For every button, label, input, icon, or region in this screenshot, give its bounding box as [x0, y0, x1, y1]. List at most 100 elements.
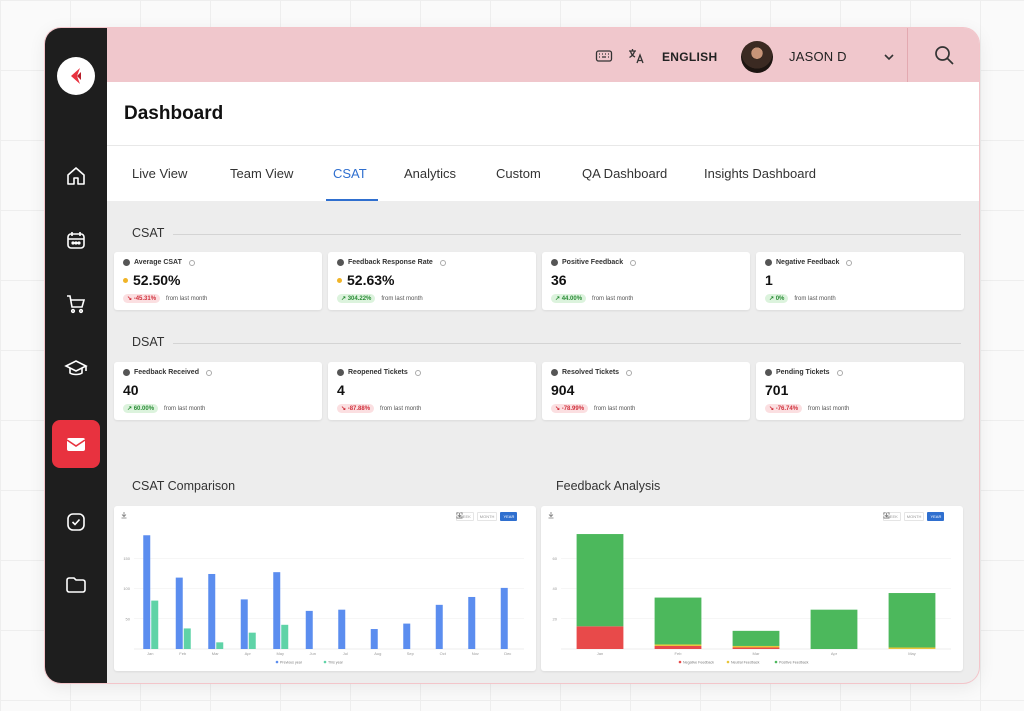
bar[interactable]	[175, 577, 183, 649]
info-icon[interactable]	[846, 259, 853, 266]
bar[interactable]	[654, 644, 702, 646]
tab-team-view[interactable]: Team View	[230, 166, 294, 181]
feedback-analysis-toolbar: WEEK MONTH YEAR	[883, 512, 945, 521]
info-icon[interactable]	[188, 259, 195, 266]
x-tick-label: Apr	[245, 651, 252, 656]
card-footer: from last month	[808, 405, 850, 412]
bar[interactable]	[732, 630, 780, 646]
tab-insights-dashboard[interactable]: Insights Dashboard	[704, 166, 817, 181]
sidebar-item-calendar[interactable]	[52, 216, 100, 264]
chevron-down-icon[interactable]	[882, 50, 896, 64]
sidebar-item-learning[interactable]	[52, 344, 100, 392]
bar[interactable]	[576, 534, 624, 627]
sidebar-item-home[interactable]	[52, 152, 100, 200]
keyboard-icon[interactable]	[595, 47, 613, 65]
legend-label: Previous year	[280, 661, 303, 665]
metric-card-average-csat: Average CSAT 52.50% ↘ -45.31% from last m…	[114, 252, 322, 310]
x-tick-label: Oct	[440, 651, 447, 656]
info-icon[interactable]	[630, 259, 637, 266]
translate-icon[interactable]	[627, 47, 645, 65]
card-label: Pending Tickets	[776, 369, 830, 376]
download-icon[interactable]	[547, 511, 555, 519]
bar[interactable]	[403, 623, 411, 649]
bar[interactable]	[208, 573, 216, 649]
bar[interactable]	[576, 626, 624, 649]
chart-plot: 50 100 150 Jan Feb Mar Apr May Jun Jul Aug Sep Oct No…	[123, 535, 524, 665]
card-value: 701	[765, 382, 789, 398]
user-name[interactable]: JASON D	[789, 49, 847, 64]
bar[interactable]	[305, 610, 313, 649]
csat-comparison-title: CSAT Comparison	[132, 479, 236, 493]
cart-icon	[67, 295, 86, 314]
y-tick-label: 60	[553, 556, 558, 561]
info-icon[interactable]	[626, 369, 633, 376]
bar[interactable]	[248, 632, 256, 649]
tab-live-view[interactable]: Live View	[132, 166, 188, 181]
info-icon[interactable]	[439, 259, 446, 266]
bar[interactable]	[810, 609, 858, 649]
x-tick-label: Jan	[597, 651, 603, 656]
bar[interactable]	[654, 645, 702, 649]
bar[interactable]	[370, 629, 378, 649]
bar[interactable]	[216, 642, 224, 649]
download-icon[interactable]	[120, 511, 128, 519]
info-icon[interactable]	[205, 369, 212, 376]
metric-card-positive-feedback: Positive Feedback 36 ↗ 44.00% from last m…	[542, 252, 750, 310]
tab-analytics[interactable]: Analytics	[404, 166, 457, 181]
page-header: Dashboard	[107, 82, 979, 146]
bar[interactable]	[500, 587, 508, 649]
bar[interactable]	[435, 604, 443, 649]
mail-icon	[66, 438, 86, 451]
status-dot	[123, 277, 128, 283]
x-tick-label: Dec	[504, 651, 511, 656]
bar[interactable]	[732, 645, 780, 648]
bar[interactable]	[151, 600, 159, 649]
range-year-button[interactable]: YEAR	[927, 512, 945, 521]
bar[interactable]	[654, 597, 702, 645]
bar[interactable]	[888, 647, 936, 649]
fullscreen-icon[interactable]	[883, 512, 890, 519]
bar[interactable]	[281, 624, 289, 649]
active-tab-indicator	[326, 199, 378, 201]
x-tick-label: Nov	[472, 651, 479, 656]
sidebar	[45, 28, 107, 683]
bar[interactable]	[273, 572, 281, 649]
bar[interactable]	[468, 596, 476, 649]
bar[interactable]	[240, 599, 248, 649]
bar[interactable]	[143, 535, 151, 649]
tab-csat[interactable]: CSAT	[333, 166, 367, 181]
bar[interactable]	[888, 593, 936, 648]
avatar[interactable]	[741, 41, 773, 73]
home-icon	[67, 167, 85, 185]
language-selector[interactable]: ENGLISH	[662, 50, 718, 64]
sidebar-item-mail[interactable]	[52, 420, 100, 468]
metric-card-resolved-tickets: Resolved Tickets 904 ↘ -78.99% from last …	[542, 362, 750, 420]
sidebar-item-tasks[interactable]	[52, 498, 100, 546]
tab-qa-dashboard[interactable]: QA Dashboard	[582, 166, 668, 181]
ticket-icon	[551, 369, 558, 376]
feedback-analysis-title: Feedback Analysis	[556, 479, 661, 493]
trend-badge: ↗ 44.00%	[551, 294, 587, 303]
smiley-icon	[123, 259, 130, 266]
range-year-button[interactable]: YEAR	[500, 512, 518, 521]
range-month-button[interactable]: MONTH	[476, 512, 498, 521]
bar[interactable]	[183, 628, 191, 649]
info-icon[interactable]	[836, 369, 843, 376]
tab-custom[interactable]: Custom	[496, 166, 541, 181]
x-tick-label: Jun	[310, 651, 316, 656]
sidebar-item-files[interactable]	[52, 561, 100, 609]
brand-logo[interactable]	[57, 57, 95, 95]
sidebar-item-cart[interactable]	[52, 280, 100, 328]
bar[interactable]	[338, 609, 346, 649]
card-value: 36	[551, 272, 567, 288]
trend-badge: ↘ -87.88%	[337, 404, 375, 413]
bar[interactable]	[732, 647, 780, 649]
app-window: ENGLISH JASON D Dashboard Live View Team…	[45, 28, 979, 683]
fullscreen-icon[interactable]	[456, 512, 463, 519]
csat-section-label: CSAT	[132, 226, 165, 240]
dsat-section-label: DSAT	[132, 335, 165, 349]
range-month-button[interactable]: MONTH	[903, 512, 925, 521]
card-label: Average CSAT	[134, 259, 182, 266]
info-icon[interactable]	[414, 369, 421, 376]
search-icon[interactable]	[933, 44, 955, 66]
